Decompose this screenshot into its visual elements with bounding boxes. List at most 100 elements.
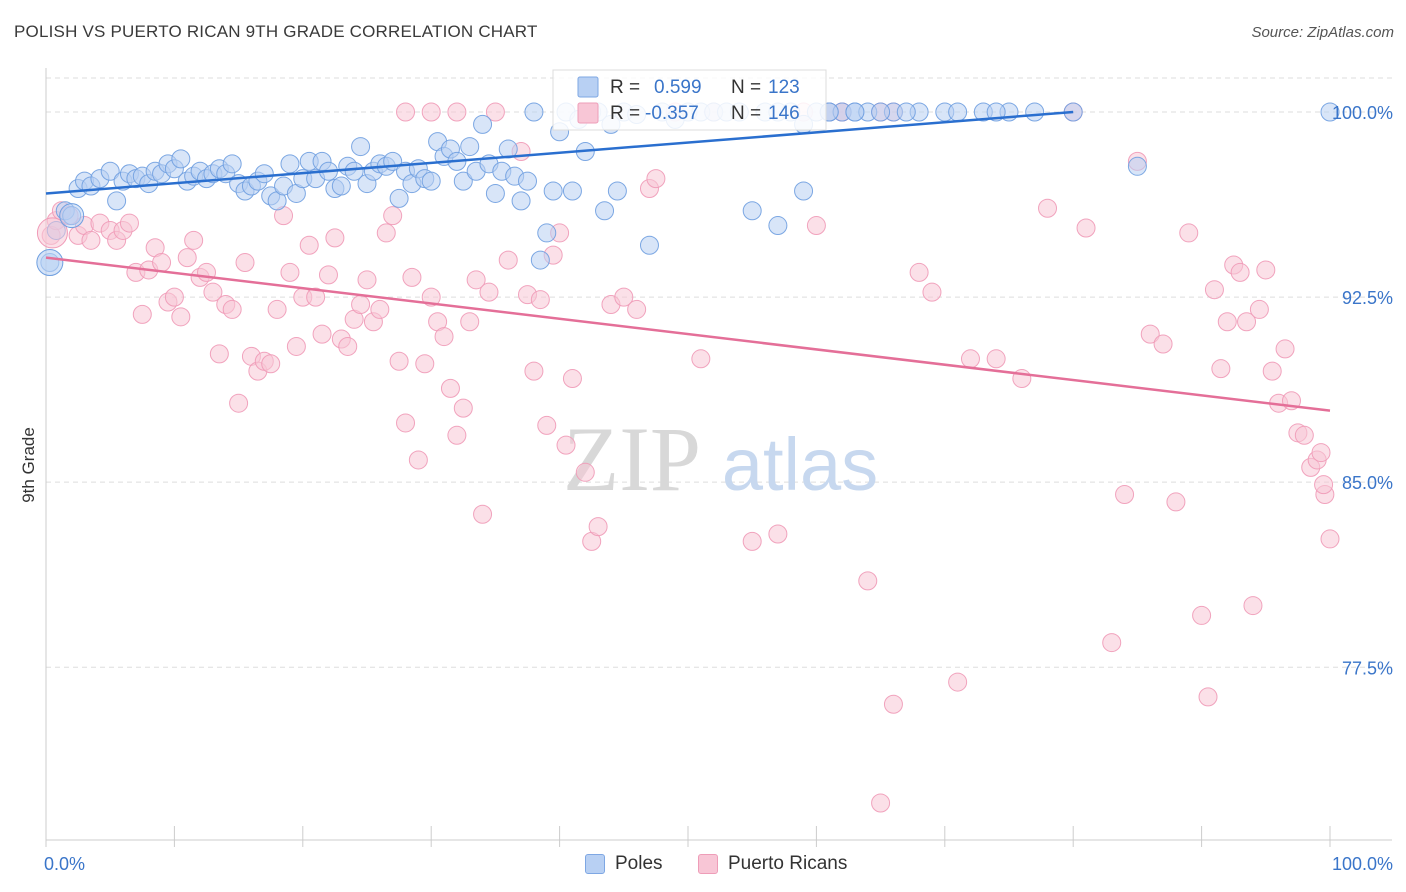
puerto-ricans-point [986,349,1006,369]
puerto-ricans-point [806,216,826,236]
puerto-ricans-point [396,102,416,122]
puerto-ricans-point [1192,605,1212,625]
x-tick-labels: 0.0% 100.0% [44,854,1393,874]
puerto-ricans-point [415,354,435,374]
puerto-ricans-point [1320,529,1340,549]
puerto-ricans-point [556,435,576,455]
puerto-ricans-point [1211,359,1231,379]
puerto-ricans-point [1262,361,1282,381]
puerto-ricans-point [434,327,454,347]
puerto-ricans-point [383,206,403,226]
poles-point [351,137,371,157]
poles-point [460,137,480,157]
puerto-ricans-point [588,517,608,537]
poles-point [896,102,916,122]
stats-blue-n-label: N = [731,77,761,98]
puerto-ricans-point [396,413,416,433]
y-tick-label: 77.5% [1342,658,1393,678]
puerto-ricans-point [948,672,968,692]
puerto-ricans-point [1102,633,1122,653]
puerto-ricans-point [562,369,582,389]
puerto-ricans-point [1198,687,1218,707]
puerto-ricans-point [280,262,300,282]
puerto-ricans-point [614,287,634,307]
puerto-ricans-point [1204,280,1224,300]
poles-point [524,102,544,122]
poles-point [100,161,120,181]
puerto-ricans-point [922,282,942,302]
axes [45,68,1392,847]
puerto-ricans-point [1243,596,1263,616]
puerto-ricans-point [530,290,550,310]
puerto-ricans-point [299,235,319,255]
puerto-ricans-point [36,217,68,249]
puerto-ricans-point [524,361,544,381]
puerto-ricans-point [312,324,332,344]
puerto-ricans-point [229,393,249,413]
stats-blue-n-value: 123 [768,77,800,98]
puerto-ricans-point [306,287,326,307]
stats-blue-swatch [577,76,599,98]
poles-point [511,191,531,211]
puerto-ricans-point [267,299,287,319]
legend-label-puerto-ricans: Puerto Ricans [728,853,848,874]
puerto-ricans-point [1038,198,1058,218]
poles-point [421,171,441,191]
watermark-zip: ZIP [563,408,701,510]
poles-point [595,201,615,221]
poles-point [36,249,64,277]
puerto-ricans-point [318,265,338,285]
puerto-ricans-point [81,230,101,250]
puerto-ricans-point [575,462,595,482]
y-tick-label: 100.0% [1332,103,1393,123]
puerto-ricans-point [440,378,460,398]
puerto-ricans-point [421,287,441,307]
poles-point [1025,102,1045,122]
poles-point [453,171,473,191]
stats-pink-n-value: 146 [768,103,800,124]
stats-box: R = 0.599 N = 123 R = -0.357 N = 146 [552,69,827,131]
poles-point [254,164,274,184]
puerto-ricans-point [460,312,480,332]
stats-blue-r-label: R = [610,77,640,98]
puerto-ricans-point [960,349,980,369]
puerto-ricans-point [537,415,557,435]
puerto-ricans-point [177,248,197,268]
puerto-ricans-point [473,504,493,524]
puerto-ricans-point [768,524,788,544]
y-tick-label: 85.0% [1342,473,1393,493]
puerto-ricans-point [286,336,306,356]
poles-point [344,161,364,181]
x-tick-label-min: 0.0% [44,854,85,874]
watermark: ZIP atlas [563,408,878,510]
poles-point [222,154,242,174]
puerto-ricans-point [164,287,184,307]
source-label: Source: ZipAtlas.com [1251,24,1394,41]
puerto-ricans-point [209,344,229,364]
poles-point [948,102,968,122]
stats-pink-r-value: -0.357 [645,103,699,124]
poles-point [543,181,563,201]
puerto-ricans-point [1314,475,1334,495]
poles-point [794,181,814,201]
puerto-ricans-point [184,230,204,250]
legend-item-puerto-ricans[interactable]: Puerto Ricans [698,853,847,875]
poles-point [331,176,351,196]
puerto-ricans-point [909,262,929,282]
puerto-ricans-point [858,571,878,591]
puerto-ricans-point [691,349,711,369]
poles-point [107,191,127,211]
puerto-ricans-point [1140,324,1160,344]
puerto-ricans-point [498,250,518,270]
puerto-ricans-point [742,531,762,551]
puerto-ricans-point [1179,223,1199,243]
poles-point [639,235,659,255]
y-tick-labels: 100.0% 92.5% 85.0% 77.5% [1332,103,1393,678]
legend-swatch-poles [585,854,605,874]
puerto-ricans-point [357,270,377,290]
puerto-ricans-point [421,102,441,122]
legend-item-poles[interactable]: Poles [585,853,663,875]
trend-lines [45,110,1331,412]
puerto-ricans-point [883,694,903,714]
